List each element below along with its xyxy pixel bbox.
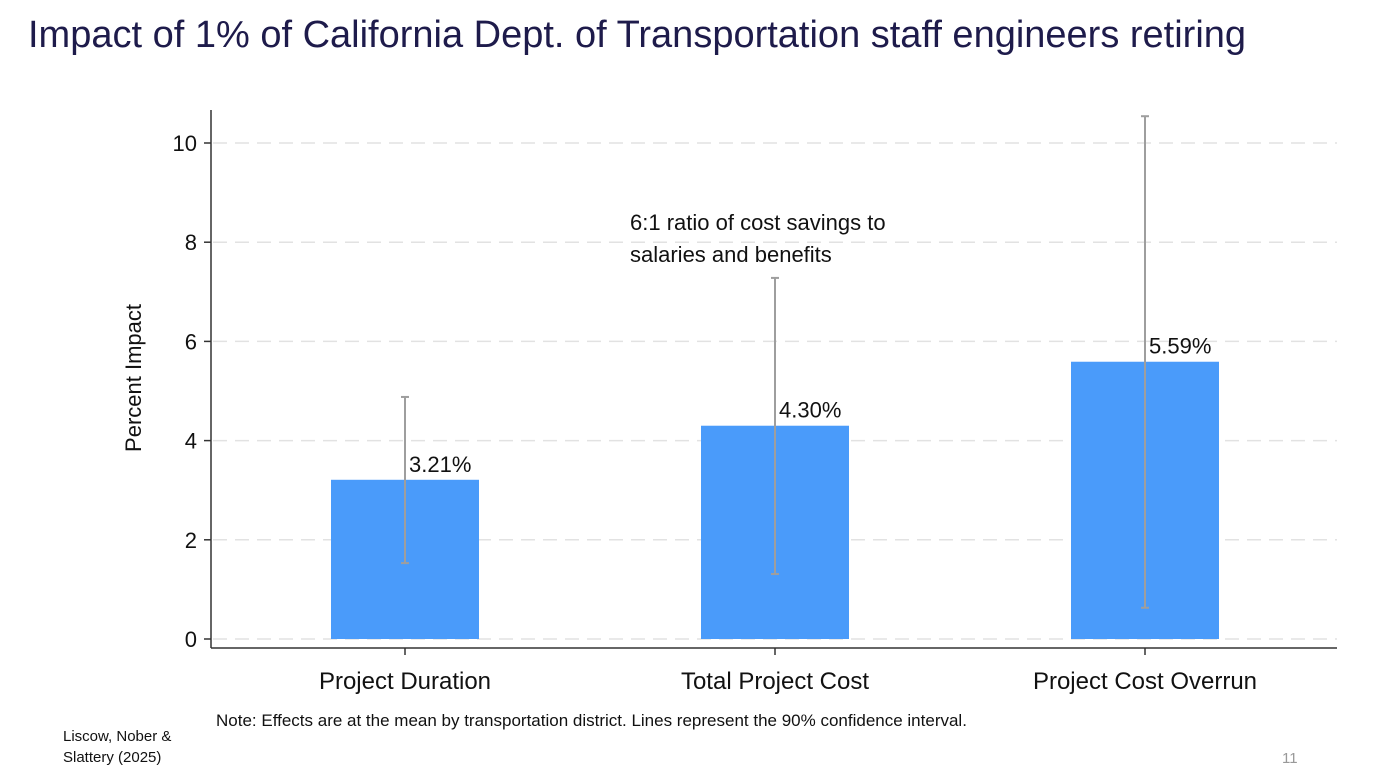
y-tick-label: 8 [185, 230, 197, 255]
chart-annotation: 6:1 ratio of cost savings to [630, 210, 886, 235]
x-tick-label: Project Duration [319, 668, 491, 695]
x-tick-label: Total Project Cost [681, 668, 869, 695]
data-label: 3.21% [409, 452, 471, 477]
data-label: 5.59% [1149, 334, 1211, 359]
x-tick-label: Project Cost Overrun [1033, 668, 1257, 695]
y-tick-label: 0 [185, 627, 197, 652]
source-citation: Liscow, Nober & Slattery (2025) [63, 728, 172, 766]
slide-title: Impact of 1% of California Dept. of Tran… [28, 14, 1247, 56]
chart-note: Note: Effects are at the mean by transpo… [216, 711, 967, 730]
chart-annotation: salaries and benefits [630, 242, 832, 267]
data-label: 4.30% [779, 398, 841, 423]
y-tick-label: 6 [185, 329, 197, 354]
page-number: 11 [1282, 750, 1298, 767]
y-tick-label: 4 [185, 429, 197, 454]
y-tick-label: 2 [185, 528, 197, 553]
y-tick-label: 10 [173, 131, 197, 156]
y-axis-label: Percent Impact [121, 304, 146, 452]
